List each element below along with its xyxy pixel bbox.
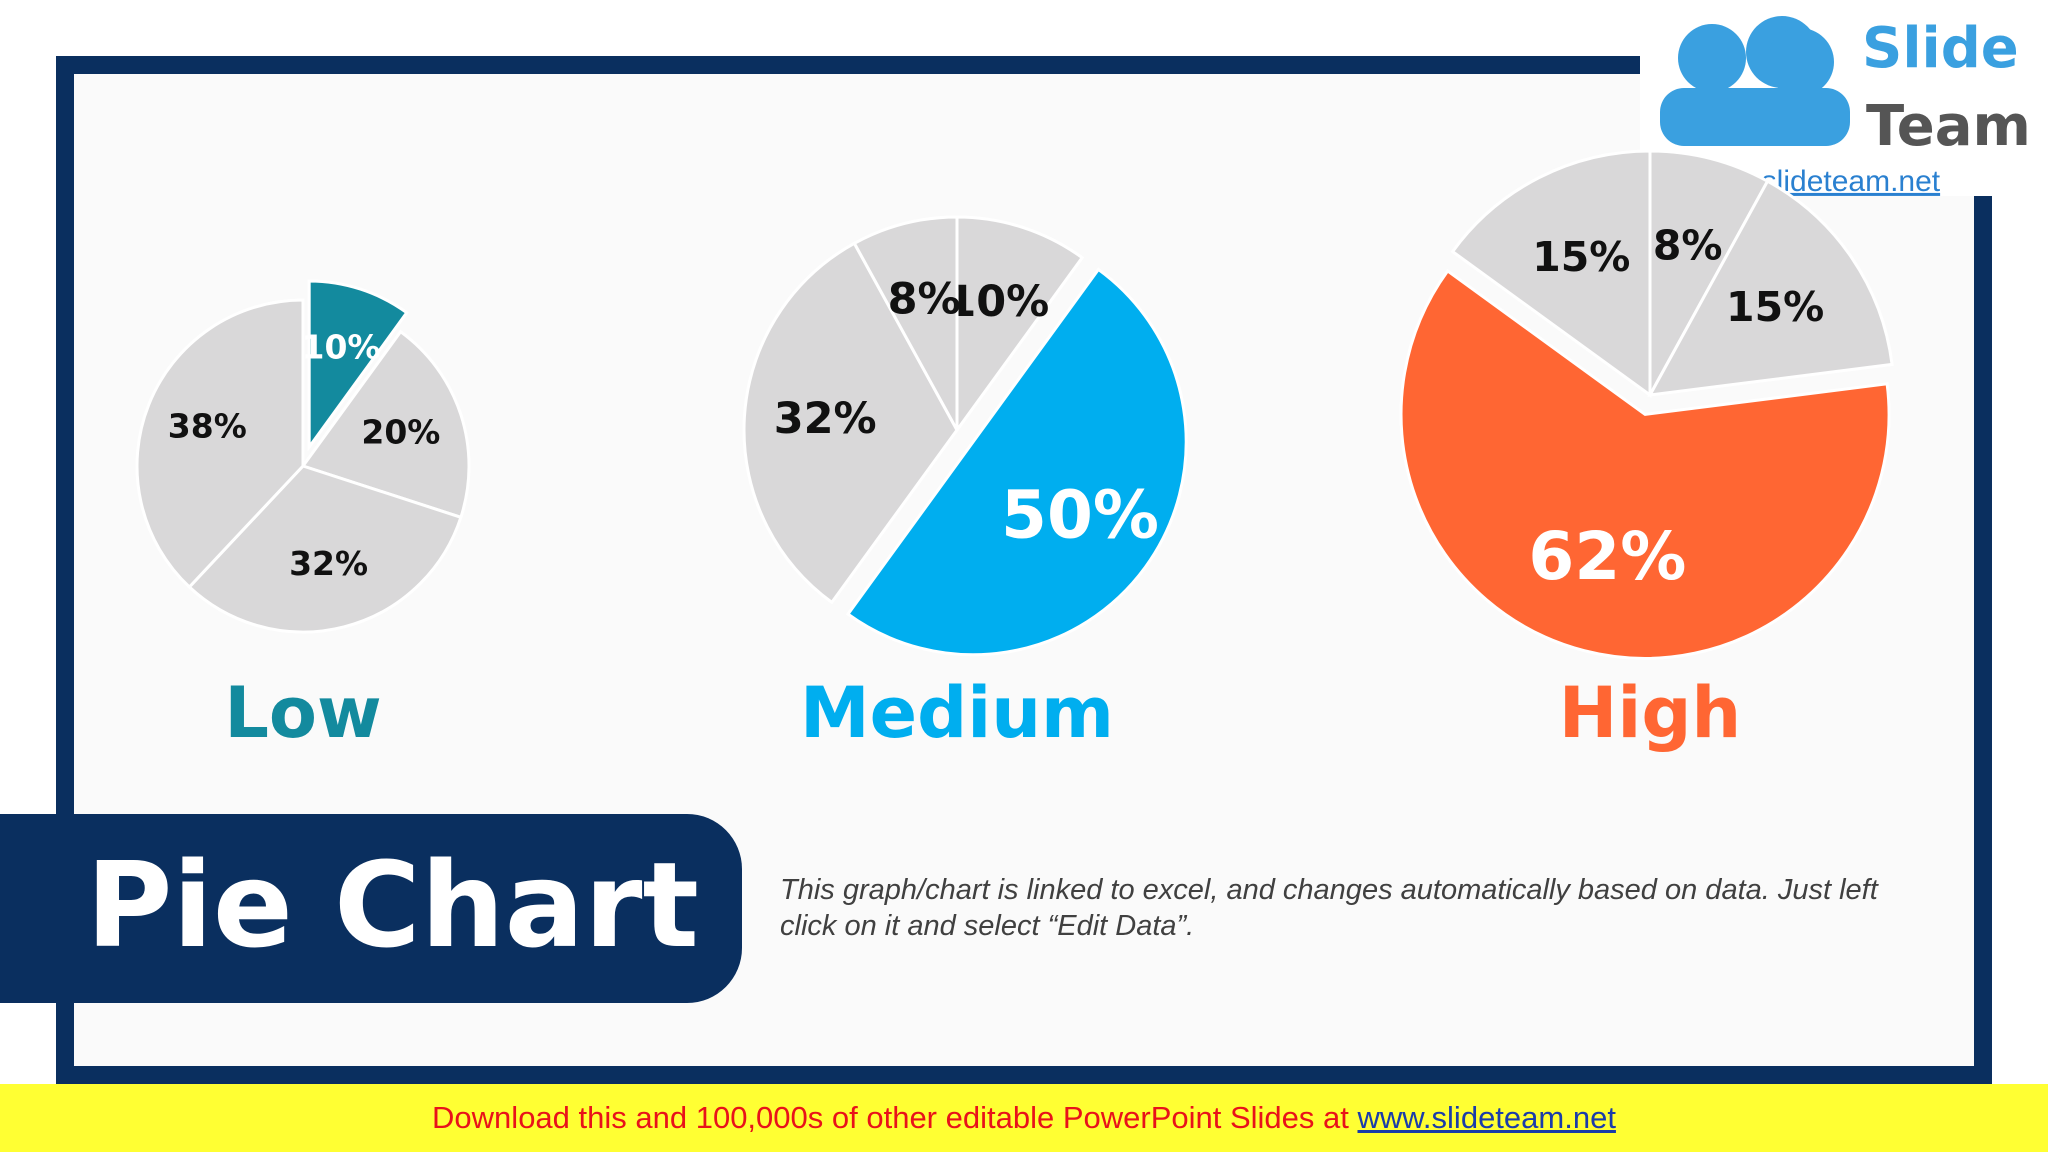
slice-label: 38% (168, 407, 247, 446)
slice-label: 20% (361, 413, 440, 452)
logo-icon (1660, 88, 1850, 146)
pie-slice (1647, 179, 1894, 397)
slice-label: 8% (1653, 221, 1723, 269)
pie-slice (307, 279, 409, 452)
logo-icon (1678, 24, 1746, 92)
slice-label: 10% (946, 277, 1049, 327)
slice-label: 50% (1001, 476, 1159, 553)
note: This graph/chart is linked to excel, and… (780, 874, 1878, 942)
slide-title: Pie Chart (86, 836, 699, 974)
pie-slice (135, 298, 305, 590)
slice-label: 32% (774, 394, 877, 444)
pie-slice (1399, 268, 1891, 660)
pie-slice (187, 464, 463, 634)
logo-text: Slide (1862, 16, 2019, 81)
logo-text: Team (1866, 94, 2031, 159)
pie-slice (1648, 149, 1770, 396)
title-box (0, 814, 742, 1003)
pie-slice (300, 329, 471, 520)
pie-slice (1450, 149, 1652, 398)
slice-label: 10% (301, 328, 380, 367)
pie-title: Low (224, 672, 381, 754)
pie-slice (742, 241, 959, 605)
slice-label: 32% (289, 544, 368, 583)
pie-slice (955, 215, 1085, 435)
slice-label: 8% (888, 275, 961, 325)
pie-slice (852, 215, 959, 431)
slice-label: 15% (1532, 233, 1630, 281)
pie-title: High (1559, 672, 1742, 754)
footer-link[interactable]: www.slideteam.net (1357, 1100, 1616, 1135)
logo-icon (1766, 28, 1834, 96)
slice-label: 62% (1528, 518, 1686, 595)
footer: Download this and 100,000s of other edit… (0, 1084, 2048, 1152)
slice-label: 15% (1726, 283, 1824, 331)
pie-title: Medium (800, 672, 1114, 754)
pie-slice (845, 267, 1188, 657)
footer-text: Download this and 100,000s of other edit… (432, 1100, 1358, 1135)
